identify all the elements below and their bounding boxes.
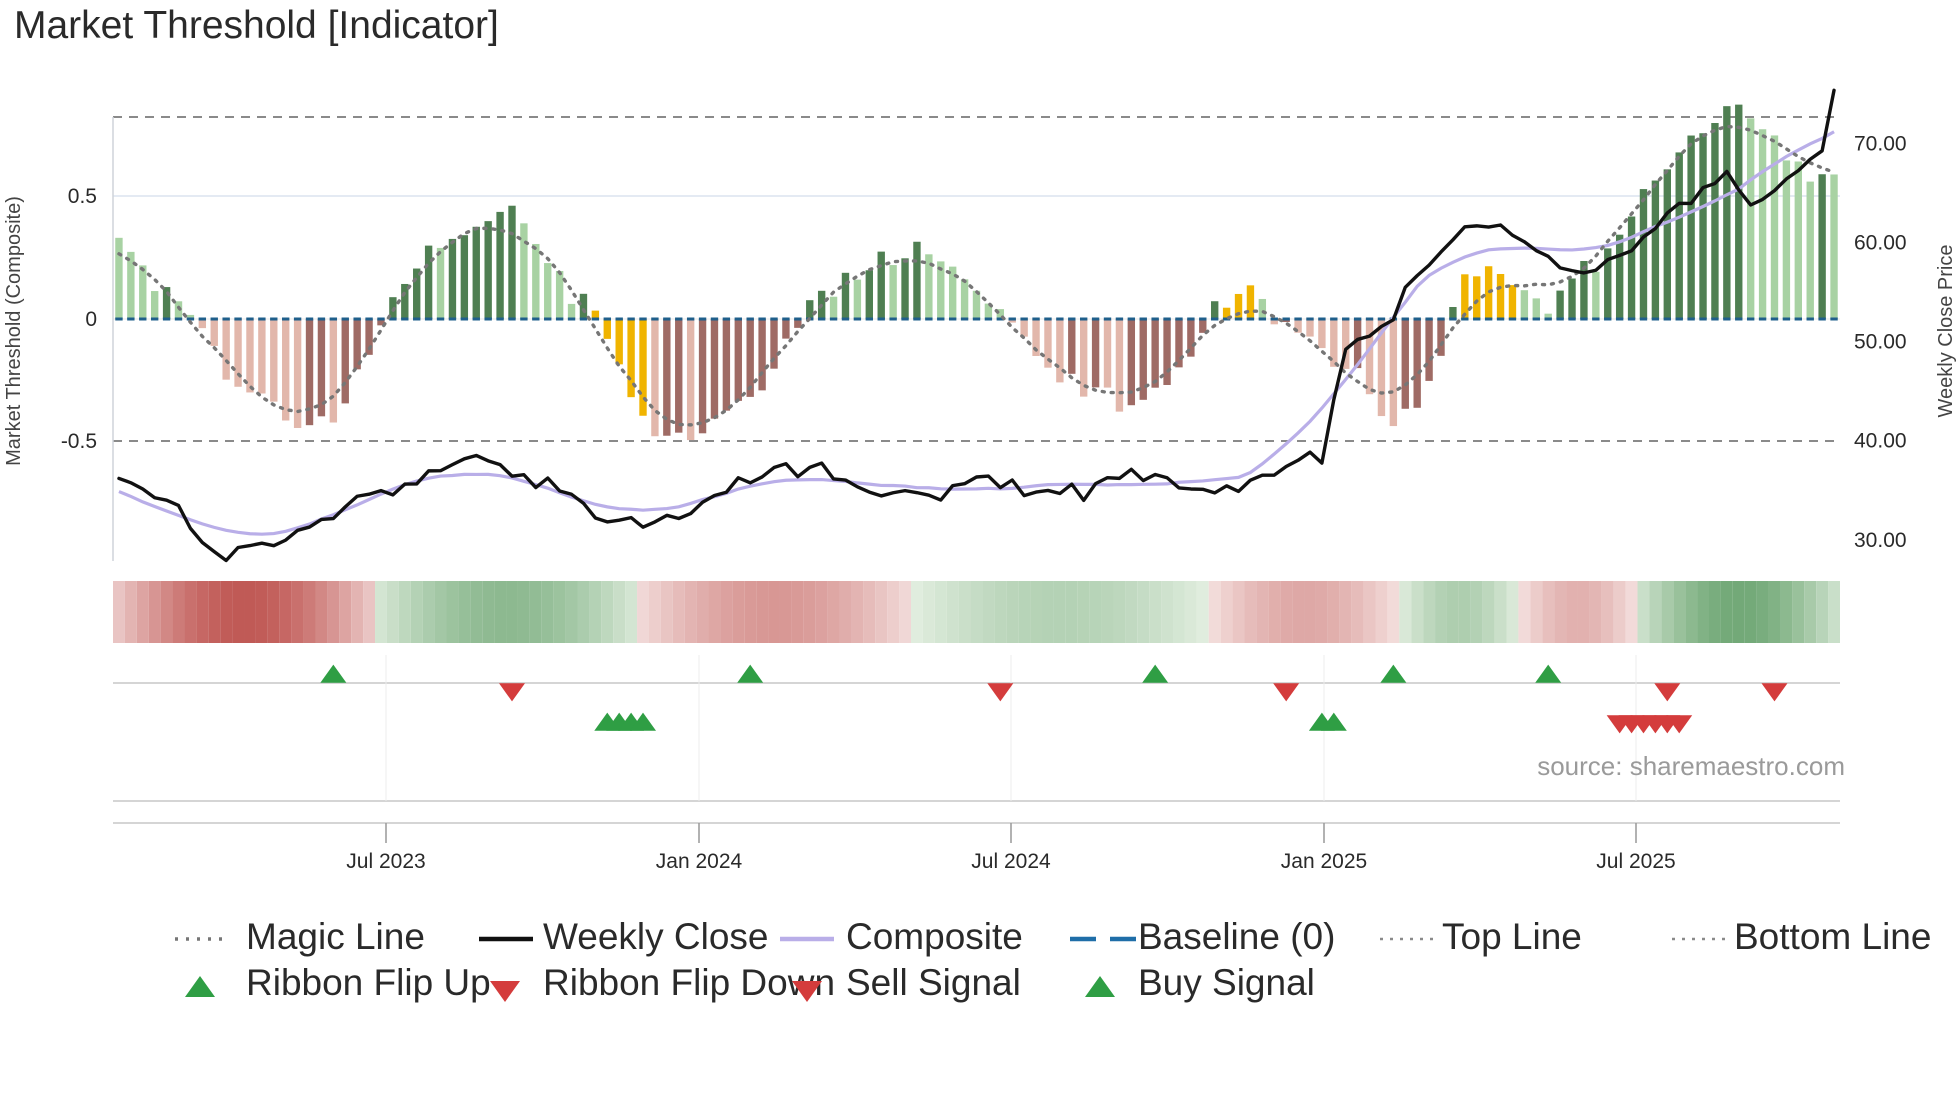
svg-text:Ribbon Flip Up: Ribbon Flip Up <box>246 962 491 1003</box>
svg-text:Weekly Close: Weekly Close <box>543 916 769 957</box>
svg-text:Buy Signal: Buy Signal <box>1138 962 1315 1003</box>
svg-text:Bottom Line: Bottom Line <box>1734 916 1931 957</box>
svg-text:-0.5: -0.5 <box>61 430 97 453</box>
svg-text:Jul 2023: Jul 2023 <box>346 850 425 873</box>
svg-text:Ribbon Flip Down: Ribbon Flip Down <box>543 962 835 1003</box>
svg-text:50.00: 50.00 <box>1854 331 1907 354</box>
svg-text:Baseline (0): Baseline (0) <box>1138 916 1335 957</box>
svg-text:Jul 2025: Jul 2025 <box>1596 850 1675 873</box>
svg-text:70.00: 70.00 <box>1854 132 1907 155</box>
svg-text:0: 0 <box>85 308 97 331</box>
svg-text:Magic Line: Magic Line <box>246 916 425 957</box>
svg-text:Jan 2025: Jan 2025 <box>1281 850 1367 873</box>
svg-text:Composite: Composite <box>846 916 1023 957</box>
svg-text:40.00: 40.00 <box>1854 430 1907 453</box>
svg-text:Market Threshold (Composite): Market Threshold (Composite) <box>3 196 25 466</box>
svg-text:30.00: 30.00 <box>1854 529 1907 552</box>
svg-text:Jul 2024: Jul 2024 <box>971 850 1051 873</box>
svg-text:0.5: 0.5 <box>68 185 97 208</box>
svg-text:Top Line: Top Line <box>1442 916 1582 957</box>
svg-text:Jan 2024: Jan 2024 <box>656 850 743 873</box>
svg-text:60.00: 60.00 <box>1854 231 1907 254</box>
svg-text:source: sharemaestro.com: source: sharemaestro.com <box>1537 751 1845 781</box>
svg-text:Sell Signal: Sell Signal <box>846 962 1021 1003</box>
svg-text:Weekly Close Price: Weekly Close Price <box>1935 244 1957 417</box>
